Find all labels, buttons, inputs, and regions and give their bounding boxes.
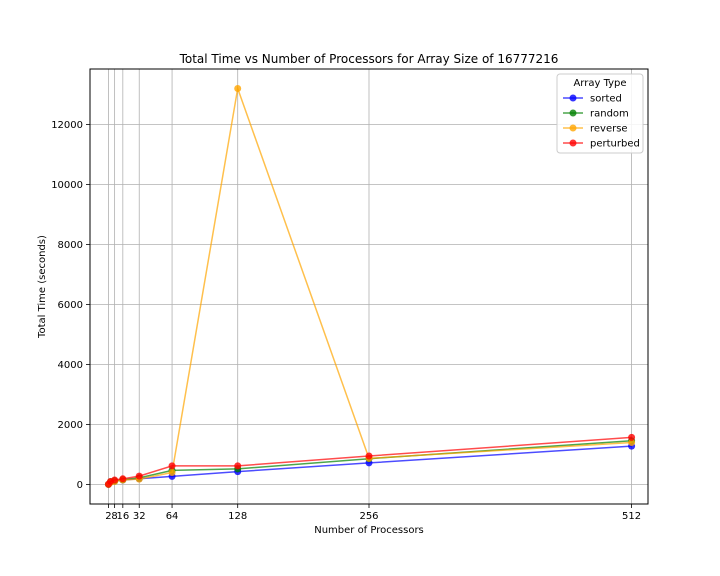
legend-entry-perturbed: perturbed (563, 139, 640, 150)
legend-label: perturbed (590, 139, 640, 150)
y-tick-label: 0 (77, 480, 83, 491)
data-point-perturbed (119, 475, 127, 483)
legend-label: random (590, 109, 629, 120)
x-tick-label: 8 (111, 511, 117, 522)
data-point-perturbed (111, 476, 119, 484)
legend-label: sorted (590, 94, 622, 105)
y-tick-label: 12000 (51, 120, 83, 131)
legend: Array Type sorted random reverse perturbed (556, 73, 644, 154)
y-tick-label: 4000 (58, 360, 83, 371)
legend-marker (569, 124, 577, 132)
x-axis: 2 816 32 64 128 256 512 (105, 504, 641, 522)
x-tick-label: 512 (622, 511, 641, 522)
legend-entry-sorted: sorted (563, 94, 622, 105)
legend-marker (569, 109, 577, 117)
legend-marker (569, 94, 577, 102)
legend-marker (569, 139, 577, 147)
x-tick-label: 16 (116, 511, 129, 522)
series-layer (104, 85, 636, 488)
y-tick-label: 2000 (58, 420, 83, 431)
data-point-perturbed (234, 462, 242, 470)
y-axis-label: Total Time (seconds) (37, 235, 48, 339)
y-axis: 0 2000 4000 6000 8000 10000 12000 (51, 120, 90, 491)
x-tick-label: 64 (166, 511, 179, 522)
data-point-reverse (234, 85, 242, 92)
x-tick-label: 256 (359, 511, 378, 522)
data-point-perturbed (365, 452, 373, 460)
x-tick-label: 32 (133, 511, 146, 522)
x-tick-label: 2 (105, 511, 111, 522)
data-point-perturbed (628, 433, 636, 441)
legend-entry-random: random (563, 109, 629, 120)
y-tick-label: 6000 (58, 300, 83, 311)
legend-label: reverse (590, 124, 628, 135)
x-tick-label: 128 (228, 511, 247, 522)
data-point-reverse (628, 439, 636, 446)
legend-entry-reverse: reverse (563, 124, 628, 135)
x-axis-label: Number of Processors (314, 525, 424, 536)
y-tick-label: 8000 (58, 240, 83, 251)
data-point-perturbed (168, 462, 176, 470)
chart-title: Total Time vs Number of Processors for A… (179, 52, 559, 66)
series-perturbed (104, 433, 636, 488)
y-tick-label: 10000 (51, 180, 83, 191)
legend-title: Array Type (573, 78, 626, 89)
legend-box (556, 73, 644, 154)
data-point-perturbed (135, 472, 143, 480)
data-point-reverse (168, 469, 176, 476)
legend-entries: sorted random reverse perturbed (563, 94, 640, 150)
